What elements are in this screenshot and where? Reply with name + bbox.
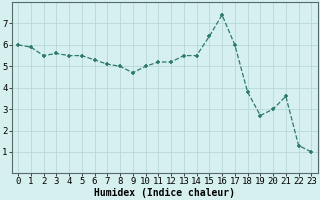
X-axis label: Humidex (Indice chaleur): Humidex (Indice chaleur) bbox=[94, 188, 235, 198]
